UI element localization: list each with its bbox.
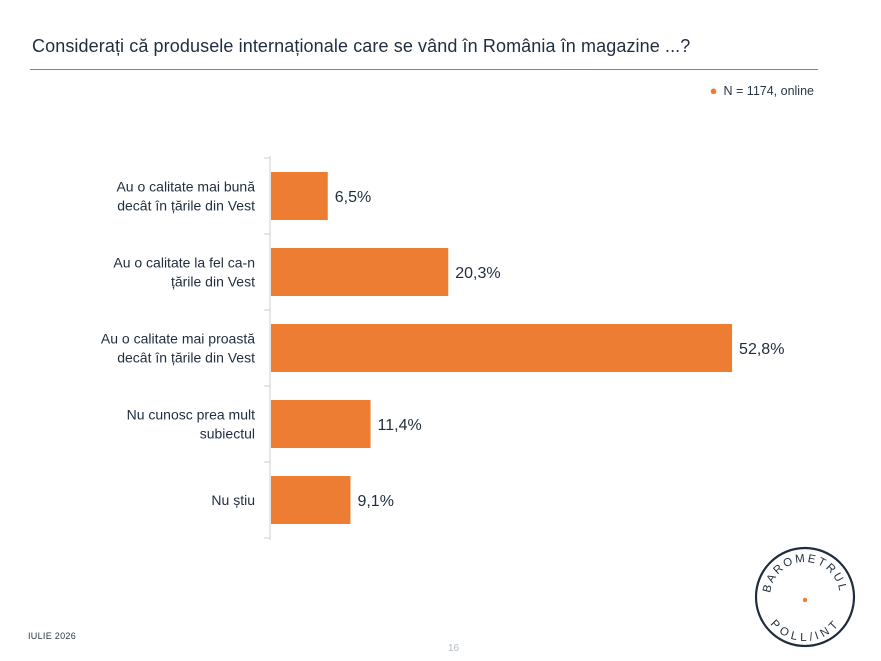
logo-dot-icon xyxy=(802,597,808,603)
category-label: Au o calitate mai proastă xyxy=(101,331,255,347)
category-label: Au o calitate mai bună xyxy=(116,179,255,195)
category-label: subiectul xyxy=(200,426,255,442)
bar xyxy=(271,324,733,372)
footer-date: IULIE 2026 xyxy=(28,631,77,641)
category-label: Nu știu xyxy=(211,492,255,508)
sample-note: ● N = 1174, online xyxy=(710,83,814,98)
category-label: țările din Vest xyxy=(171,274,255,290)
svg-text:POLL/INT: POLL/INT xyxy=(768,618,843,644)
title-divider xyxy=(30,69,818,70)
page-number: 16 xyxy=(448,643,460,654)
bullet-dot-icon: ● xyxy=(709,83,718,98)
data-label: 20,3% xyxy=(455,265,500,282)
bar xyxy=(271,172,328,220)
data-label: 11,4% xyxy=(378,417,422,434)
bar xyxy=(271,400,371,448)
category-label: Nu cunosc prea mult xyxy=(127,407,256,423)
data-label: 9,1% xyxy=(357,493,393,510)
category-label: decât în țările din Vest xyxy=(117,350,255,366)
bar xyxy=(271,248,449,296)
data-label: 6,5% xyxy=(335,189,371,206)
barometrul-logo: BAROMETRUL POLL/INT xyxy=(754,546,856,648)
bar xyxy=(271,476,351,524)
chart-title: Considerați că produsele internaționale … xyxy=(32,36,691,56)
sample-note-text: N = 1174, online xyxy=(723,84,814,98)
logo-bottom-text: POLL/INT xyxy=(768,618,840,644)
category-label: decât în țările din Vest xyxy=(117,198,255,214)
category-label: Au o calitate la fel ca-n xyxy=(113,255,255,271)
data-label: 52,8% xyxy=(739,341,784,358)
